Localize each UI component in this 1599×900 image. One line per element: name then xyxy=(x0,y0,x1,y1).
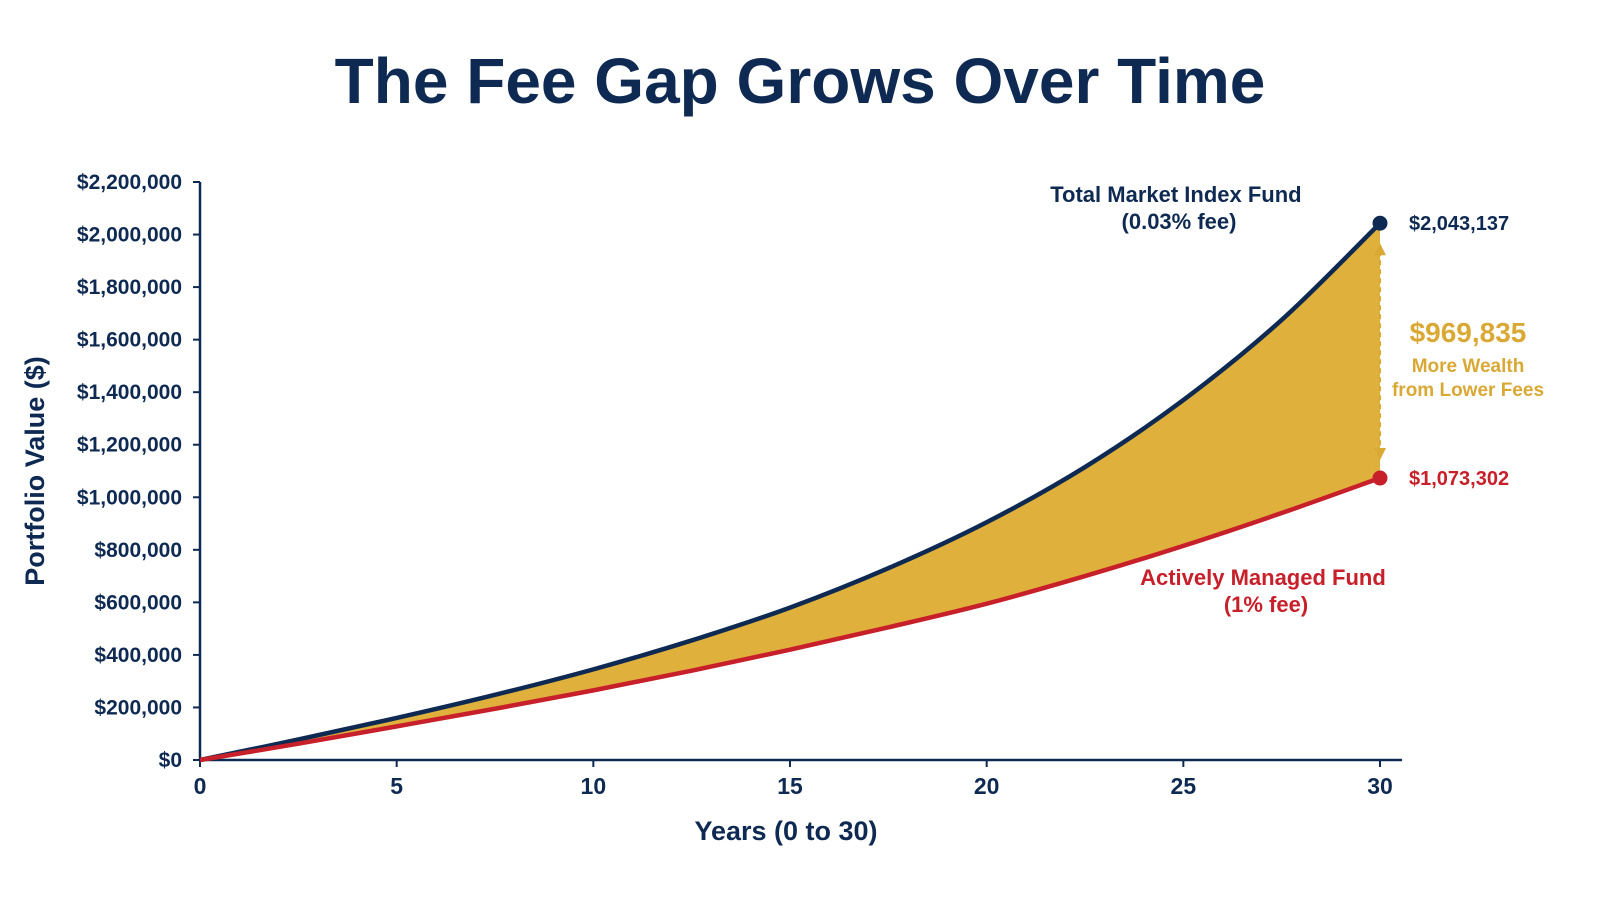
gap-arrow-head-up xyxy=(1374,243,1386,256)
gap-description-line2: from Lower Fees xyxy=(1392,380,1544,401)
active-fund-line xyxy=(199,475,1381,763)
x-tick-label: 5 xyxy=(390,773,403,799)
y-tick-label: $1,400,000 xyxy=(77,381,182,404)
index-fund-label-line1: Total Market Index Fund xyxy=(1050,182,1301,207)
active-fund-label-line1: Actively Managed Fund xyxy=(1140,565,1386,590)
y-tick-label: $1,600,000 xyxy=(77,329,182,352)
index-fund-end-value: $2,043,137 xyxy=(1409,213,1509,235)
y-tick-label: $1,800,000 xyxy=(77,276,182,299)
x-axis-ticks: 0 5 10 15 20 25 30 xyxy=(194,760,1393,799)
x-tick-label: 20 xyxy=(974,773,1000,799)
index-fund-label-line2: (0.03% fee) xyxy=(1122,209,1237,234)
index-fund-label: Total Market Index Fund (0.03% fee) xyxy=(1050,182,1308,234)
y-tick-label: $400,000 xyxy=(94,644,182,667)
y-tick-label: $1,200,000 xyxy=(77,434,182,457)
active-fund-endpoint xyxy=(1372,470,1388,486)
gap-arrow-head-down xyxy=(1374,448,1386,461)
y-tick-label: $800,000 xyxy=(94,539,182,562)
y-axis-ticks: $0 $200,000 $400,000 $600,000 $800,000 $1,000… xyxy=(77,171,200,772)
y-tick-label: $0 xyxy=(159,749,182,772)
x-tick-label: 30 xyxy=(1367,773,1393,799)
active-fund-end-value: $1,073,302 xyxy=(1409,468,1509,490)
index-fund-endpoint xyxy=(1372,215,1388,231)
x-tick-label: 10 xyxy=(581,773,607,799)
y-tick-label: $2,200,000 xyxy=(77,171,182,194)
fee-gap-area xyxy=(200,223,1380,761)
y-tick-label: $1,000,000 xyxy=(77,486,182,509)
chart-title: The Fee Gap Grows Over Time xyxy=(335,45,1266,117)
x-tick-label: 15 xyxy=(777,773,803,799)
gap-double-arrow xyxy=(1374,243,1386,461)
active-fund-label: Actively Managed Fund (1% fee) xyxy=(1140,565,1392,617)
x-tick-label: 25 xyxy=(1171,773,1197,799)
gap-description-line1: More Wealth xyxy=(1412,356,1525,377)
x-tick-label: 0 xyxy=(194,773,207,799)
x-axis-label: Years (0 to 30) xyxy=(694,816,877,846)
y-axis-label: Portfolio Value ($) xyxy=(20,356,50,586)
index-fund-line xyxy=(199,221,1382,763)
y-tick-label: $600,000 xyxy=(94,591,182,614)
y-tick-label: $200,000 xyxy=(94,696,182,719)
gap-value: $969,835 xyxy=(1410,317,1527,348)
active-fund-label-line2: (1% fee) xyxy=(1224,592,1308,617)
y-tick-label: $2,000,000 xyxy=(77,224,182,247)
